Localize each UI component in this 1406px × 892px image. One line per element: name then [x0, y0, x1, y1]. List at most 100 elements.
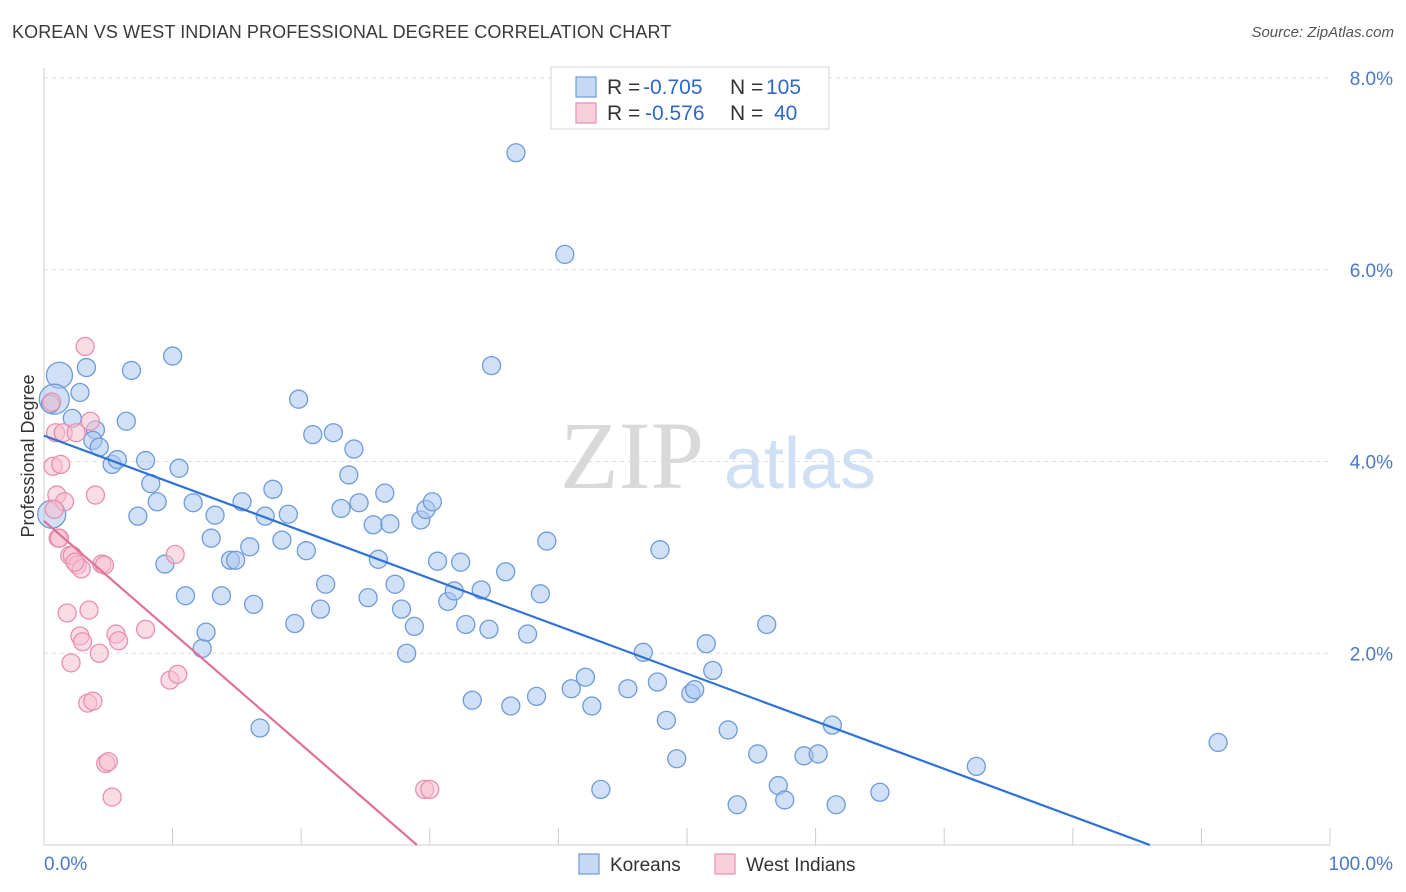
westindian-point-28: [102, 787, 122, 807]
korean-point-93: [748, 744, 768, 764]
y-tick-label-2: 6.0%: [1350, 261, 1393, 282]
source-credit: Source: ZipAtlas.com: [1251, 24, 1394, 41]
bottom-legend-koreans: Koreans: [610, 855, 681, 876]
korean-point-67: [479, 619, 499, 639]
korean-point-21: [183, 493, 203, 513]
korean-point-83: [647, 672, 668, 692]
korean-point-4: [70, 382, 90, 403]
korean-point-64: [456, 614, 476, 635]
korean-point-92: [727, 795, 747, 815]
westindian-trend-line: [43, 520, 418, 846]
korean-point-34: [263, 479, 283, 499]
legend-n-label-1: N =: [730, 76, 763, 99]
korean-point-81: [618, 679, 638, 699]
korean-point-89: [696, 634, 716, 654]
axes: [43, 68, 1331, 846]
korean-point-36: [278, 504, 298, 524]
korean-point-85: [656, 710, 677, 731]
korean-point-76: [555, 244, 575, 265]
korean-points: [37, 143, 1228, 815]
korean-point-32: [250, 718, 270, 738]
y-tick-label-3: 8.0%: [1350, 69, 1393, 90]
korean-point-30: [240, 537, 260, 557]
westindian-point-12: [66, 423, 86, 443]
westindian-point-34: [168, 664, 188, 684]
westindian-point-25: [94, 555, 115, 575]
korean-point-40: [303, 425, 323, 445]
bottom-legend-swatch-westindians: [714, 853, 736, 875]
korean-point-74: [530, 584, 551, 604]
korean-point-77: [561, 679, 581, 699]
korean-point-35: [272, 530, 292, 550]
watermark: ZIP atlas: [560, 402, 876, 509]
korean-point-78: [575, 667, 596, 687]
westindian-point-22: [85, 485, 106, 505]
korean-point-70: [501, 696, 521, 716]
westindian-points: [42, 336, 440, 807]
bottom-legend-westindians: West Indians: [746, 855, 855, 876]
westindian-point-8: [57, 603, 77, 623]
korean-point-44: [331, 498, 351, 519]
korean-point-91: [718, 720, 738, 740]
korean-point-45: [339, 465, 359, 485]
korean-point-60: [427, 551, 448, 571]
westindian-point-31: [135, 619, 156, 639]
korean-point-12: [121, 360, 142, 381]
korean-point-75: [537, 531, 557, 551]
legend-r-value-1: -0.705: [643, 76, 703, 99]
korean-point-22: [192, 638, 212, 659]
westindian-point-17: [75, 336, 95, 357]
westindian-point-10: [61, 653, 81, 673]
y-axis-label: Professional Degree: [18, 374, 38, 537]
korean-point-51: [375, 483, 395, 503]
korean-point-31: [243, 594, 264, 615]
westindian-point-23: [89, 643, 109, 663]
westindian-point-20: [80, 411, 100, 431]
korean-point-28: [225, 550, 246, 570]
korean-point-100: [826, 795, 846, 815]
korean-point-19: [169, 458, 189, 478]
korean-point-66: [471, 580, 491, 600]
korean-point-11: [116, 411, 136, 431]
westindian-point-27: [98, 751, 118, 772]
legend-swatch-westindians: [575, 102, 597, 124]
korean-point-41: [310, 599, 331, 619]
watermark-atlas: atlas: [724, 424, 876, 504]
korean-point-43: [323, 423, 344, 443]
korean-point-90: [703, 660, 723, 681]
y-tick-label-1: 4.0%: [1350, 453, 1393, 474]
westindian-point-30: [108, 631, 129, 651]
korean-point-5: [76, 357, 97, 378]
korean-point-96: [775, 790, 795, 810]
korean-point-56: [404, 616, 425, 637]
legend-n-value-2: 40: [774, 102, 797, 125]
chart-title: KOREAN VS WEST INDIAN PROFESSIONAL DEGRE…: [12, 22, 672, 42]
korean-point-55: [397, 643, 417, 663]
korean-point-26: [211, 586, 232, 606]
legend-r-label-2: R =: [607, 102, 640, 125]
korean-point-18: [162, 346, 183, 366]
korean-point-73: [526, 686, 547, 707]
korean-point-23: [196, 622, 216, 642]
korean-point-48: [358, 587, 378, 608]
westindian-point-21: [83, 691, 103, 711]
korean-point-71: [506, 143, 526, 163]
korean-point-47: [349, 493, 369, 513]
korean-point-24: [201, 528, 221, 548]
korean-point-69: [496, 562, 516, 582]
korean-point-46: [344, 439, 364, 459]
korean-point-102: [966, 756, 986, 777]
westindian-point-19: [79, 600, 99, 620]
korean-point-80: [591, 779, 611, 800]
westindian-point-5: [51, 454, 71, 475]
korean-point-88: [685, 680, 705, 700]
korean-point-52: [380, 514, 400, 534]
legend-n-label-2: N =: [730, 102, 763, 125]
westindian-point-36: [65, 552, 85, 572]
korean-point-54: [391, 599, 412, 619]
korean-point-72: [517, 624, 538, 644]
korean-point-14: [135, 450, 156, 471]
korean-point-94: [757, 614, 777, 635]
korean-point-13: [128, 506, 148, 526]
